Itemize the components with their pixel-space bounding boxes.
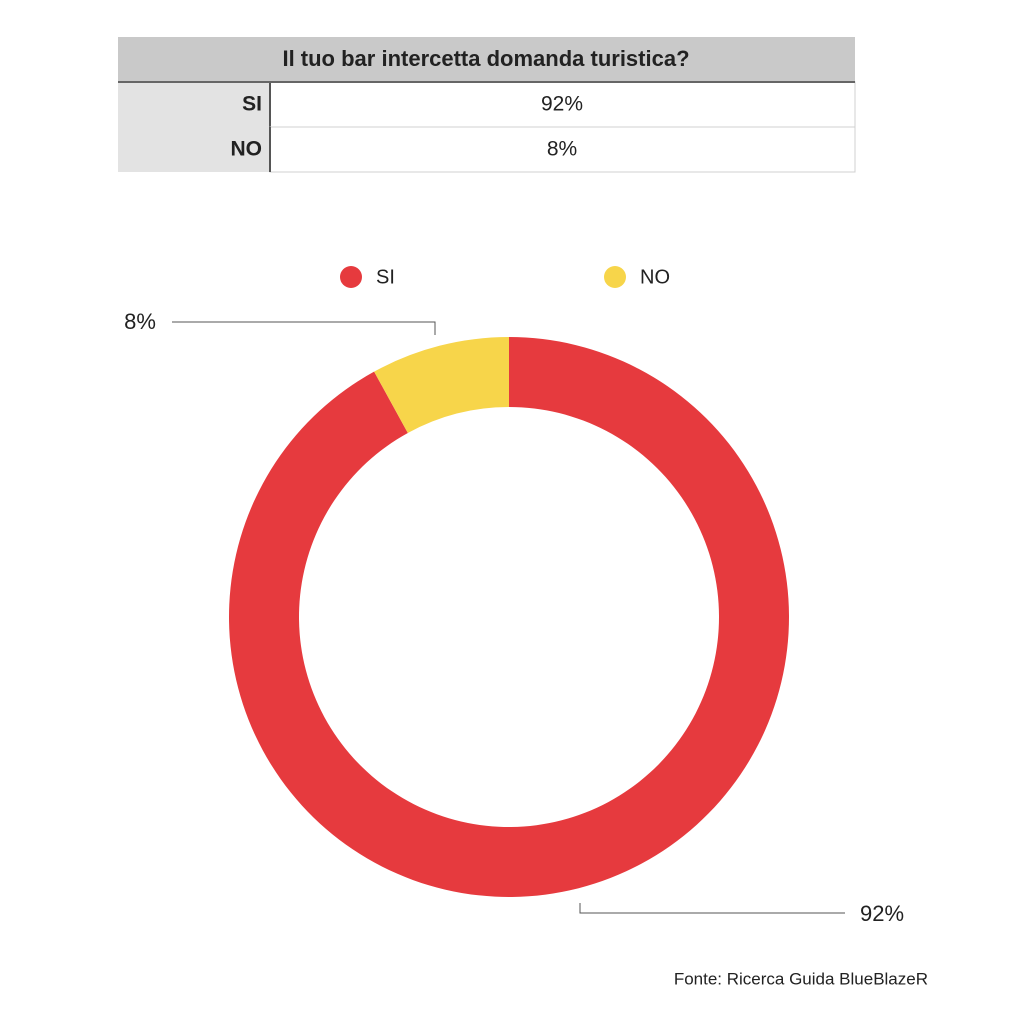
table-header: [118, 37, 855, 82]
table-title: Il tuo bar intercetta domanda turistica?: [282, 46, 689, 71]
source: Fonte: Ricerca Guida BlueBlazeR: [674, 969, 928, 988]
legend-marker: [340, 266, 362, 288]
legend-marker: [604, 266, 626, 288]
row-label-cell: [118, 127, 270, 172]
row-label: SI: [242, 93, 262, 116]
row-label-cell: [118, 82, 270, 127]
data-label: 92%: [860, 901, 904, 926]
row-label: NO: [231, 138, 263, 161]
leader-line: [579, 903, 845, 914]
data-label: 8%: [124, 309, 156, 334]
legend-label: NO: [640, 266, 670, 288]
row-value: 92%: [541, 93, 583, 116]
row-value: 8%: [547, 138, 577, 161]
legend-label: SI: [376, 266, 395, 288]
donut-slice: [228, 337, 790, 897]
leader-line: [172, 321, 436, 335]
donut-slice: [374, 337, 509, 433]
